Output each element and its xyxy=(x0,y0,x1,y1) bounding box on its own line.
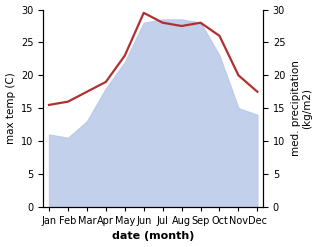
X-axis label: date (month): date (month) xyxy=(112,231,194,242)
Y-axis label: med. precipitation
(kg/m2): med. precipitation (kg/m2) xyxy=(291,60,313,156)
Y-axis label: max temp (C): max temp (C) xyxy=(5,72,16,144)
